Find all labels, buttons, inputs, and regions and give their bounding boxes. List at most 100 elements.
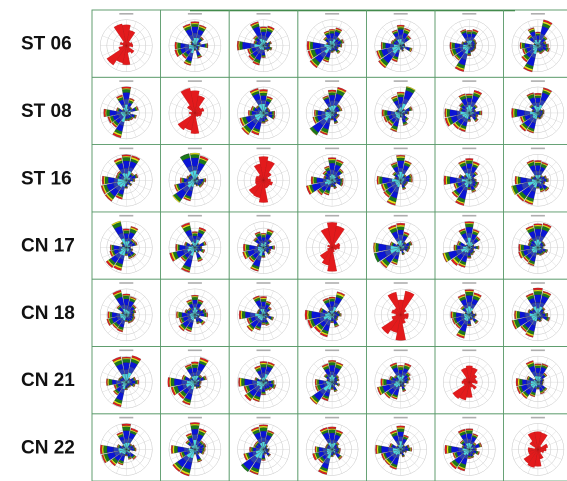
rose-petal-band	[330, 169, 335, 175]
rose-petal-band	[331, 48, 334, 51]
rose-petal-band	[465, 295, 473, 303]
rose-petal-band	[113, 245, 120, 250]
rose-petal-band	[537, 384, 539, 386]
panel-title	[462, 80, 477, 82]
rose-petal-band	[256, 448, 260, 451]
rose-petal-band	[113, 447, 119, 452]
rose-petal-band	[202, 178, 205, 183]
rose-petal-band	[320, 43, 325, 48]
wind-rose-panel	[160, 76, 230, 146]
wind-rose-panel	[297, 278, 367, 347]
rose-petal-band	[397, 365, 404, 367]
rose-petal-band	[262, 251, 265, 254]
rose-petal-band	[390, 380, 396, 384]
panel-title	[393, 80, 408, 82]
rose-petal-band	[524, 43, 530, 49]
panel-title	[119, 13, 134, 15]
panel-title	[187, 214, 202, 217]
rose-petal-band	[252, 447, 257, 452]
rose-petal-band	[517, 176, 521, 184]
rose-petal-band	[182, 23, 191, 28]
rose-petal-band	[182, 177, 185, 183]
rose-petal-band	[454, 55, 460, 61]
rose-petal-band	[410, 106, 413, 111]
rose-petal-band	[473, 313, 476, 316]
panel-title	[119, 349, 134, 352]
rose-petal-band	[175, 244, 178, 252]
wind-rose-panel	[365, 211, 436, 280]
rose-petal-band	[534, 95, 542, 98]
rose-petal-band	[265, 41, 268, 44]
rose-petal-band	[266, 448, 269, 451]
rose-petal-band	[189, 152, 200, 155]
rose-petal-band	[134, 114, 137, 119]
rose-petal-band	[468, 48, 471, 51]
panel-title	[256, 349, 271, 352]
rose-petal-band	[467, 119, 471, 121]
rose-petal-band	[340, 107, 343, 111]
rose-petal-band	[236, 40, 239, 51]
rose-petal-band	[472, 49, 476, 52]
rose-petal-band	[524, 110, 531, 116]
rose-petal-band	[446, 176, 451, 185]
rose-petal-band	[330, 51, 334, 53]
rose-petal-band	[397, 160, 405, 169]
rose-petal-band	[337, 104, 341, 108]
rose-petal-band	[522, 48, 526, 55]
rose-petal-band	[131, 155, 141, 161]
rose-petal-band	[375, 243, 379, 253]
rose-petal-band	[132, 178, 134, 182]
rose-petal-band	[466, 302, 472, 307]
rose-petal-band	[316, 177, 324, 184]
rose-petal-band	[125, 251, 128, 254]
panel-title	[187, 13, 202, 15]
rose-petal-band	[475, 41, 477, 45]
rose-petal-band	[403, 108, 406, 111]
rose-petal-band	[260, 367, 267, 374]
rose-petal-band	[464, 40, 467, 43]
rose-petal-band	[197, 55, 203, 59]
panel-title	[325, 282, 340, 284]
rose-petal-band	[535, 302, 541, 309]
rose-petal-band	[474, 46, 477, 50]
rose-petal-band	[199, 246, 202, 249]
row-label: CN 17	[21, 236, 75, 257]
rose-petal-band	[450, 311, 453, 319]
panel-title	[393, 13, 408, 15]
rose-petal-band	[111, 122, 117, 128]
rose-petal	[126, 45, 135, 54]
rose-petal-band	[324, 165, 330, 169]
rose-petal-band	[328, 92, 336, 96]
rose-petal-band	[261, 122, 266, 124]
rose-petal-band	[473, 38, 477, 42]
rose-petal-band	[330, 184, 334, 187]
rose-petal-band	[109, 109, 117, 117]
rose-petal	[180, 87, 196, 114]
rose-petal-band	[125, 318, 128, 321]
rose-petal-band	[260, 296, 267, 299]
rose-petal-band	[172, 195, 181, 203]
rose-petal-band	[467, 252, 471, 257]
rose-petal-band	[273, 380, 275, 385]
rose-petal-band	[253, 40, 256, 44]
rose-petal-band	[107, 311, 110, 319]
rose-spoke	[170, 35, 195, 46]
rose-petal-band	[106, 109, 110, 117]
rose-petal-band	[397, 94, 405, 98]
rose-petal-band	[262, 386, 265, 389]
rose-spoke	[170, 102, 195, 114]
panel-title	[325, 214, 340, 217]
rose-petal-band	[188, 173, 192, 177]
rose-petal-band	[314, 446, 317, 453]
rose-petal-band	[265, 119, 269, 122]
rose-petal-band	[337, 37, 341, 41]
rose-petal-band	[135, 447, 137, 452]
rose-petal-band	[251, 447, 254, 452]
rose-petal-band	[397, 229, 404, 235]
rose-petal-band	[125, 183, 128, 185]
rose-petal-band	[450, 49, 454, 57]
rose-petal-band	[328, 159, 336, 164]
rose-petal-band	[108, 378, 113, 386]
wind-rose-panel	[297, 9, 367, 78]
wind-rose-panel	[228, 346, 299, 415]
